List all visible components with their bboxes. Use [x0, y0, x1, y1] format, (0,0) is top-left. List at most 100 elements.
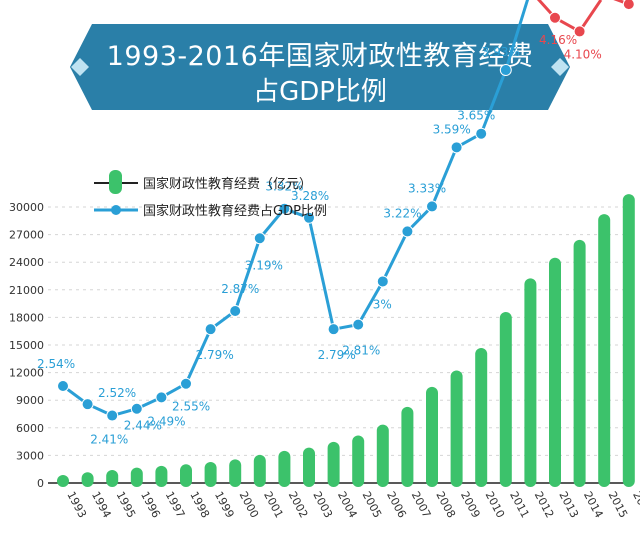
ratio-label: 2.79%: [196, 348, 234, 362]
x-tick-label: 2004: [335, 489, 360, 520]
bar: [229, 459, 242, 487]
ratio-point: [622, 0, 635, 11]
x-tick-label: 2003: [310, 489, 335, 520]
ratio-point: [81, 398, 94, 411]
y-tick-label: 9000: [16, 394, 44, 407]
x-axis-ticks: 1993 1994 1995 1996 1997 1998 1999 2000 2001 2002…: [64, 489, 640, 520]
ratio-label: 2.55%: [172, 400, 210, 414]
ratio-label: 2.81%: [342, 344, 380, 358]
bar: [57, 475, 69, 487]
x-tick-label: 2014: [581, 489, 606, 520]
ratio-point: [450, 141, 463, 154]
bar: [524, 278, 537, 487]
bar: [622, 194, 635, 487]
bar: [401, 406, 414, 487]
x-tick-label: 2015: [606, 489, 631, 520]
x-tick-label: 2012: [532, 489, 557, 520]
ratio-point: [180, 377, 192, 390]
x-tick-label: 2000: [237, 489, 262, 520]
bar: [106, 470, 119, 487]
line-segment: [430, 146, 458, 208]
line-segment: [356, 280, 385, 326]
line-segment: [536, 0, 557, 19]
ratio-point: [229, 304, 242, 317]
x-tick-label: 1995: [114, 489, 139, 520]
ratio-label: 2.49%: [147, 414, 185, 428]
bar: [253, 454, 266, 487]
legend-bar-label: 国家财政性教育经费（亿元）: [143, 176, 312, 192]
x-tick-label: 2009: [458, 489, 483, 520]
ratio-point: [549, 11, 561, 24]
banner-shape: [70, 24, 570, 110]
y-tick-label: 15000: [9, 339, 44, 352]
y-axis-ticks: 0 3000 6000 9000 12000 15000 18000 21000 24000 27…: [9, 201, 44, 490]
legend-bar-icon: [109, 170, 122, 194]
ratio-label: 4.10%: [564, 47, 602, 61]
ratio-label: 3.59%: [433, 122, 471, 136]
bars: [57, 194, 635, 487]
title-banner: 1993-2016年国家财政性教育经费 占GDP比例: [70, 24, 570, 110]
ratio-point: [573, 25, 586, 38]
bar: [598, 214, 611, 487]
x-tick-label: 2013: [556, 489, 581, 520]
ratio-points: [57, 0, 635, 422]
legend: 国家财政性教育经费（亿元） 国家财政性教育经费占GDP比例: [94, 170, 327, 219]
ratio-point: [130, 402, 143, 415]
line-segment: [184, 328, 212, 385]
bar: [180, 464, 192, 487]
ratio-point: [278, 202, 291, 215]
ratio-label: 3%: [373, 297, 392, 311]
bar: [549, 257, 561, 487]
ratio-point: [57, 380, 69, 392]
y-tick-label: 24000: [9, 256, 44, 269]
y-tick-label: 3000: [16, 449, 44, 462]
bar: [499, 311, 512, 487]
legend-line-label: 国家财政性教育经费占GDP比例: [143, 203, 327, 219]
ratio-point: [253, 232, 266, 245]
y-tick-label: 6000: [16, 422, 44, 435]
bar: [376, 424, 389, 487]
bar: [303, 447, 315, 487]
ratio-point: [106, 409, 119, 422]
x-tick-label: 2016: [630, 489, 640, 520]
x-tick-label: 2010: [483, 489, 508, 520]
y-tick-label: 27000: [9, 229, 44, 242]
line-segment: [233, 237, 262, 312]
bar: [155, 465, 168, 487]
line-segment: [307, 217, 336, 330]
ratio-point: [352, 318, 365, 331]
ratio-labels: 2.54% 2.41%2.44%2.49%2.55% 2.79% 2.87% 3.19%…: [37, 33, 602, 447]
chart-title-line-2: 占GDP比例: [253, 77, 387, 107]
y-tick-label: 0: [37, 477, 44, 490]
line-segment: [578, 0, 603, 33]
chart-title-line-1: 1993-2016年国家财政性教育经费: [106, 41, 534, 72]
bar: [327, 441, 340, 487]
bar: [204, 461, 217, 487]
y-tick-label: 18000: [9, 311, 44, 324]
x-tick-label: 2001: [261, 489, 286, 520]
ratio-label: 2.41%: [90, 433, 128, 447]
x-tick-label: 2007: [409, 489, 434, 520]
ratio-point: [499, 64, 512, 77]
ratio-label: 3.33%: [408, 181, 446, 195]
x-tick-label: 1993: [64, 489, 89, 520]
x-tick-label: 2002: [286, 489, 311, 520]
ratio-label: 3.65%: [457, 109, 495, 123]
y-tick-label: 30000: [9, 201, 44, 214]
ratio-label: 4.16%: [539, 33, 577, 47]
x-tick-label: 2008: [433, 489, 458, 520]
ratio-point: [475, 127, 488, 140]
line-segment: [479, 69, 508, 135]
ratio-point: [426, 200, 438, 213]
ratio-label: 3.93%: [482, 45, 520, 59]
line-segment: [258, 207, 286, 240]
bar: [81, 472, 94, 487]
x-tick-label: 1998: [187, 489, 212, 520]
x-tick-label: 1994: [89, 489, 114, 520]
x-tick-label: 1996: [138, 489, 163, 520]
y-tick-label: 21000: [9, 284, 44, 297]
ratio-label: 2.87%: [221, 282, 259, 296]
ratio-label: 2.52%: [98, 386, 136, 400]
x-tick-label: 1999: [212, 489, 237, 520]
bar: [450, 370, 463, 487]
